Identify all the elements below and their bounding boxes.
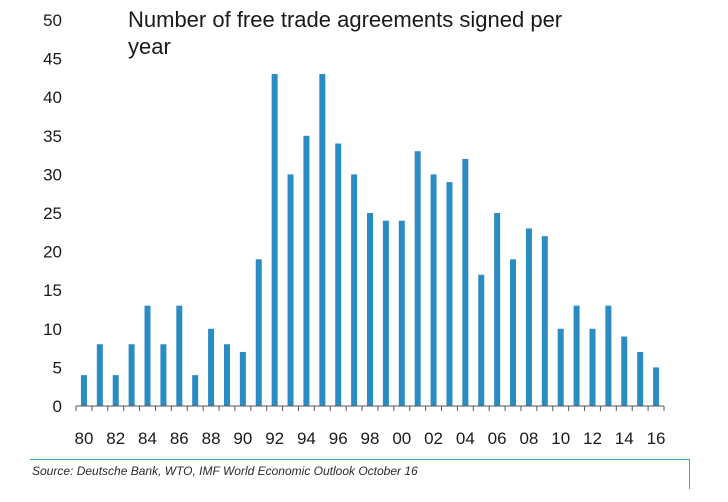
y-tick-label: 45 [43,50,62,69]
x-tick-label: 14 [615,429,634,448]
bar-00 [398,220,405,406]
bar-10 [557,328,564,406]
x-tick-label: 00 [392,429,411,448]
bar-chart: 0 5 10 15 20 25 30 35 40 45 50 80 82 84 86 88 90 92 94 96 9… [43,11,666,448]
bar-88 [208,328,215,406]
bar-04 [462,158,469,406]
x-tick-label: 04 [456,429,475,448]
bar-91 [255,259,262,406]
x-tick-label: 12 [583,429,602,448]
bar-97 [351,174,358,406]
bar-13 [605,305,612,406]
bar-84 [144,305,151,406]
x-tick-label: 06 [488,429,507,448]
bar-03 [446,182,453,406]
bar-08 [525,228,532,406]
bar-95 [319,74,326,406]
bar-82 [112,375,119,406]
bar-01 [414,151,421,406]
bar-02 [430,174,437,406]
x-tick-label: 82 [106,429,125,448]
x-tick-label: 94 [297,429,316,448]
y-tick-label: 25 [43,204,62,223]
bar-83 [128,344,135,406]
bar-14 [621,336,628,406]
x-axis: 80 82 84 86 88 90 92 94 96 98 00 02 04 06 08 10 12 14 16 [74,405,666,448]
bar-96 [335,143,342,406]
x-tick-label: 16 [647,429,666,448]
y-tick-label: 20 [43,243,62,262]
footer-divider [30,459,690,460]
x-tick-label: 96 [329,429,348,448]
bar-98 [367,213,373,406]
x-tick-label: 10 [551,429,570,448]
x-tick-label: 80 [74,429,93,448]
y-tick-label: 10 [43,320,62,339]
bar-15 [637,351,644,406]
bar-05 [478,274,485,406]
x-tick-label: 86 [170,429,189,448]
bar-87 [192,375,199,406]
x-tick-label: 84 [138,429,157,448]
y-tick-label: 40 [43,88,62,107]
bar-12 [589,328,596,406]
chart-title: Number of free trade agreements signed p… [128,7,563,59]
y-tick-label: 0 [53,397,62,416]
bar-16 [653,367,660,406]
bar-07 [510,259,517,406]
source-note: Source: Deutsche Bank, WTO, IMF World Ec… [32,464,418,478]
bars [80,74,660,407]
x-tick-label: 90 [233,429,252,448]
y-axis: 0 5 10 15 20 25 30 35 40 45 50 [43,11,62,416]
footer-divider-right [689,459,690,489]
y-tick-label: 5 [53,358,62,377]
x-tick-label: 02 [424,429,443,448]
bar-81 [96,344,103,406]
y-tick-label: 15 [43,281,62,300]
bar-85 [160,344,167,406]
bar-09 [541,236,548,406]
bar-94 [303,135,310,407]
bar-11 [573,305,580,406]
y-tick-label: 35 [43,127,62,146]
bar-06 [494,213,501,406]
bar-90 [239,351,246,406]
y-tick-label: 50 [43,11,62,30]
bar-80 [80,375,87,406]
bar-89 [223,344,230,406]
bar-99 [382,220,389,406]
bar-92 [271,74,278,406]
x-tick-label: 92 [265,429,284,448]
x-tick-label: 88 [202,429,221,448]
x-tick-label: 08 [519,429,538,448]
y-tick-label: 30 [43,165,62,184]
bar-86 [176,305,183,406]
bar-93 [287,174,294,406]
x-tick-label: 98 [361,429,380,448]
